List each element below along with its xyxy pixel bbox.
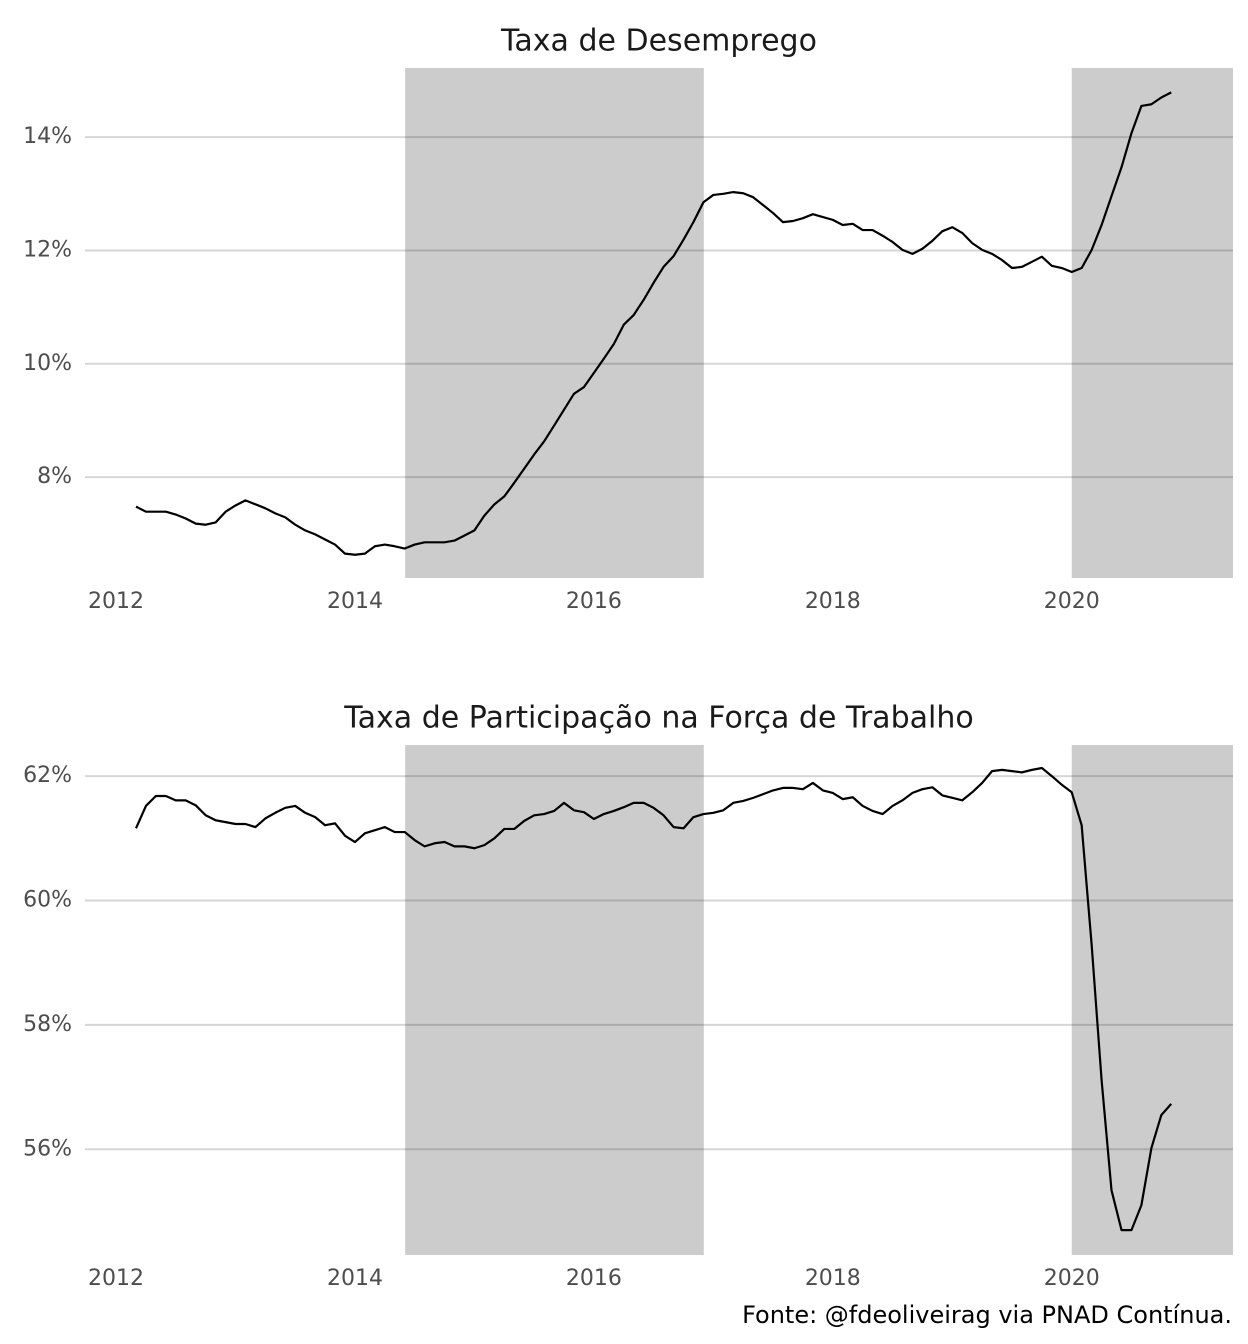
x-tick-label: 2014: [327, 1266, 383, 1291]
x-tick-label: 2016: [566, 1266, 622, 1291]
x-tick-label: 2014: [327, 589, 383, 614]
shaded-region: [1071, 68, 1233, 578]
y-tick-label: 60%: [23, 887, 72, 912]
y-tick-label: 8%: [37, 464, 72, 489]
x-tick-label: 2020: [1044, 1266, 1100, 1291]
data-line: [135, 766, 1173, 1232]
chart-title: Taxa de Desemprego: [500, 24, 817, 59]
x-tick-label: 2018: [805, 1266, 861, 1291]
x-tick-label: 2016: [566, 589, 622, 614]
y-tick-label: 56%: [23, 1136, 72, 1161]
x-tick-label: 2012: [88, 589, 144, 614]
data-line: [135, 91, 1172, 556]
x-tick-label: 2020: [1044, 589, 1100, 614]
y-tick-label: 58%: [23, 1012, 72, 1037]
shaded-region: [1071, 745, 1233, 1255]
y-tick-label: 62%: [23, 763, 72, 788]
shaded-region: [405, 745, 704, 1255]
x-tick-label: 2012: [88, 1266, 144, 1291]
caption: Fonte: @fdeoliveirag via PNAD Contínua.: [742, 1301, 1232, 1329]
y-tick-label: 12%: [23, 237, 72, 262]
chart-title: Taxa de Participação na Força de Trabalh…: [343, 701, 973, 736]
y-tick-label: 10%: [23, 351, 72, 376]
y-tick-label: 14%: [23, 124, 72, 149]
shaded-region: [405, 68, 704, 578]
x-tick-label: 2018: [805, 589, 861, 614]
